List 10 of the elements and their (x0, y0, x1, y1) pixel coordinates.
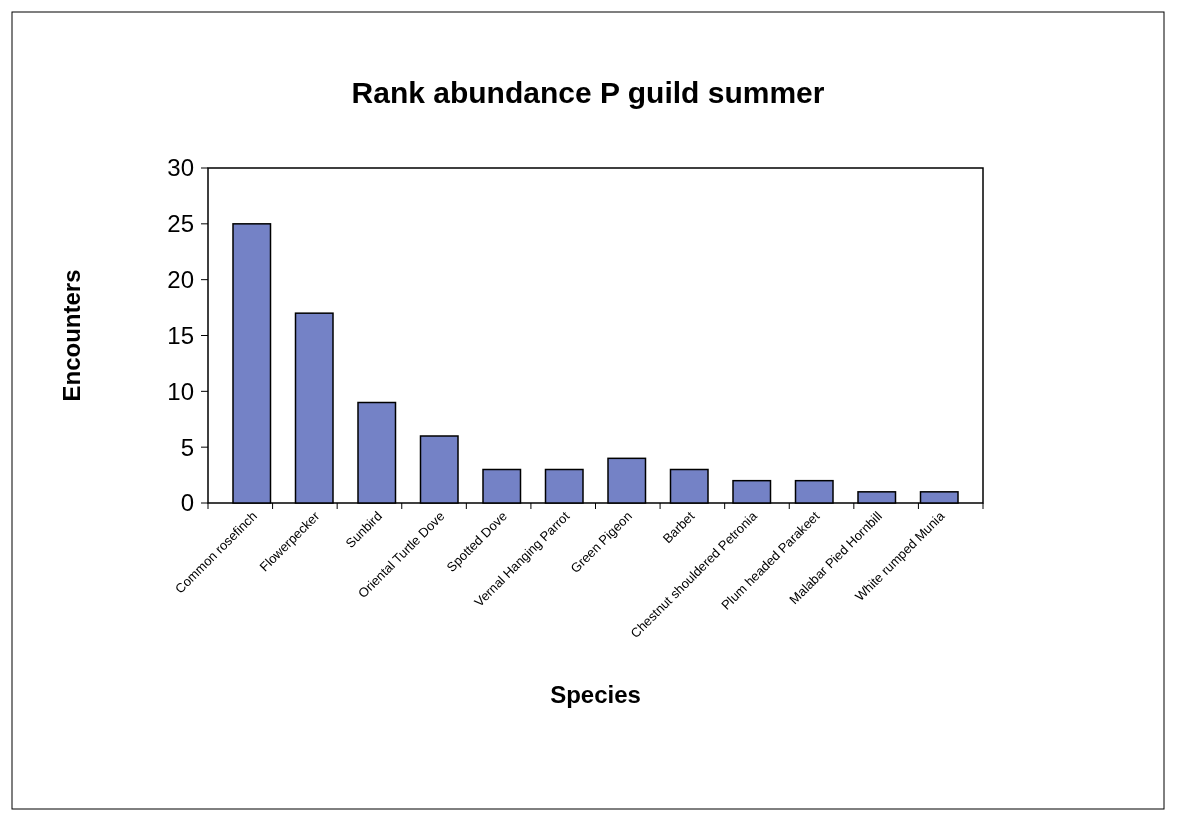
y-tick-label: 5 (180, 433, 194, 461)
y-axis-title: Encounters (58, 269, 85, 402)
y-tick-label: 15 (167, 321, 194, 349)
y-tick-label: 30 (167, 154, 194, 182)
y-tick-label: 0 (180, 489, 194, 517)
y-tick-label: 25 (167, 210, 194, 238)
y-tick-label: 10 (167, 377, 194, 405)
y-tick-label: 20 (167, 266, 194, 294)
x-axis-title: Species (550, 681, 641, 708)
chart-title: Rank abundance P guild summer (351, 76, 825, 109)
